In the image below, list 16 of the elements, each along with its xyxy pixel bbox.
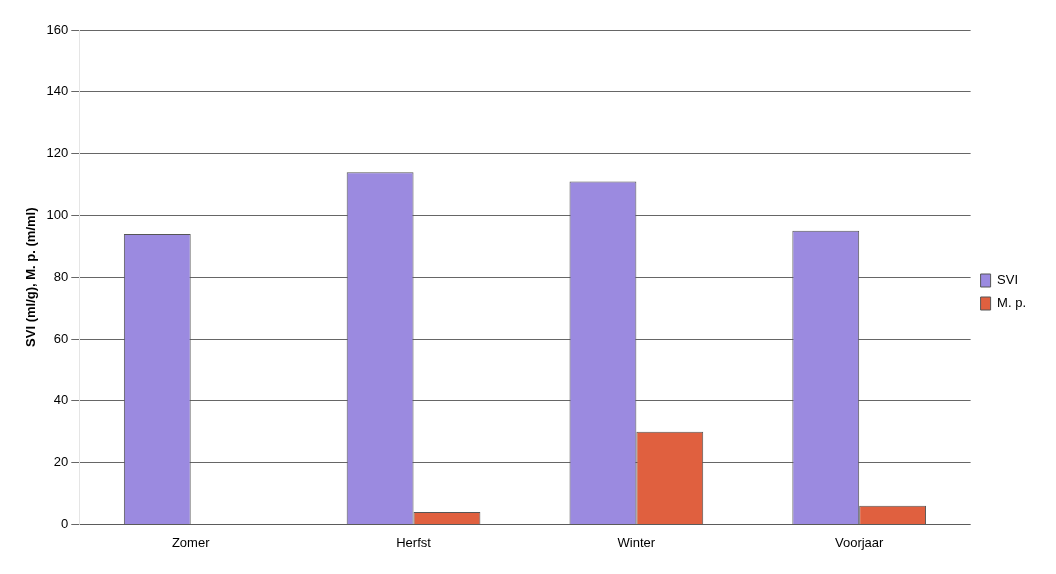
y-tick-label: 120 (46, 145, 69, 161)
y-tick-label: 80 (53, 268, 69, 284)
legend-label: SVI (997, 272, 1019, 288)
y-tick-label: 20 (53, 454, 69, 470)
y-tick-label: 60 (53, 330, 69, 346)
x-tick-label: Winter (617, 534, 656, 550)
x-tick-label: Herfst (396, 534, 432, 550)
y-tick-label: 140 (46, 83, 69, 99)
y-axis-title: SVI (ml/g), M. p. (m/ml) (23, 207, 39, 347)
y-tick-label: 160 (46, 21, 69, 37)
y-tick-label: 40 (53, 392, 69, 408)
x-tick-label: Voorjaar (834, 534, 885, 550)
legend-label: M. p. (997, 295, 1027, 311)
y-tick-label: 0 (61, 515, 69, 531)
y-tick-label: 100 (46, 206, 69, 222)
x-tick-label: Zomer (171, 534, 211, 550)
